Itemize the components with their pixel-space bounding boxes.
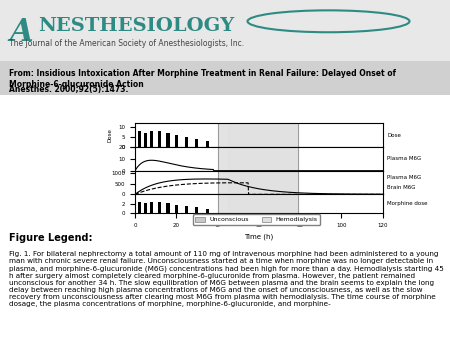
Bar — [217, 194, 298, 213]
Bar — [138, 202, 141, 213]
Bar — [228, 194, 298, 213]
Text: From: Insidious Intoxication After Morphine Treatment in Renal Failure: Delayed : From: Insidious Intoxication After Morph… — [9, 69, 396, 89]
Text: Plasma M6G: Plasma M6G — [387, 175, 422, 180]
Bar — [217, 171, 298, 194]
Bar — [138, 131, 141, 147]
Text: Plasma M6G: Plasma M6G — [387, 156, 422, 161]
Text: NESTHESIOLOGY: NESTHESIOLOGY — [38, 17, 234, 35]
Y-axis label: Dose: Dose — [108, 128, 112, 142]
Legend: Unconscious, Hemodialysis: Unconscious, Hemodialysis — [193, 214, 320, 225]
Bar — [150, 202, 153, 213]
Bar — [195, 207, 198, 213]
Text: Brain M6G: Brain M6G — [387, 185, 416, 190]
Bar — [217, 147, 298, 171]
Bar — [150, 131, 153, 147]
FancyBboxPatch shape — [0, 61, 450, 95]
Text: Morphine dose: Morphine dose — [387, 201, 428, 206]
Text: Fig. 1. For bilateral nephrectomy a total amount of 110 mg of intravenous morphi: Fig. 1. For bilateral nephrectomy a tota… — [9, 251, 444, 307]
FancyBboxPatch shape — [0, 0, 450, 61]
Bar — [185, 206, 188, 213]
Text: Figure Legend:: Figure Legend: — [9, 233, 93, 243]
Bar — [166, 203, 170, 213]
Bar — [228, 147, 298, 171]
Bar — [158, 131, 161, 147]
Bar — [175, 135, 178, 147]
Bar — [158, 202, 161, 213]
X-axis label: Time (h): Time (h) — [244, 233, 274, 240]
Bar — [144, 133, 147, 147]
Bar — [206, 209, 209, 213]
Bar — [228, 171, 298, 194]
Text: Dose: Dose — [387, 133, 401, 138]
Text: The Journal of the American Society of Anesthesiologists, Inc.: The Journal of the American Society of A… — [9, 39, 244, 48]
Bar — [166, 133, 170, 147]
Bar — [228, 123, 298, 147]
Bar — [175, 204, 178, 213]
Bar — [144, 203, 147, 213]
Bar — [206, 141, 209, 147]
Bar — [185, 137, 188, 147]
Bar — [217, 123, 298, 147]
Text: A: A — [9, 17, 32, 48]
Bar — [195, 139, 198, 147]
Text: Anesthes. 2000;92(5):1473.: Anesthes. 2000;92(5):1473. — [9, 84, 128, 94]
